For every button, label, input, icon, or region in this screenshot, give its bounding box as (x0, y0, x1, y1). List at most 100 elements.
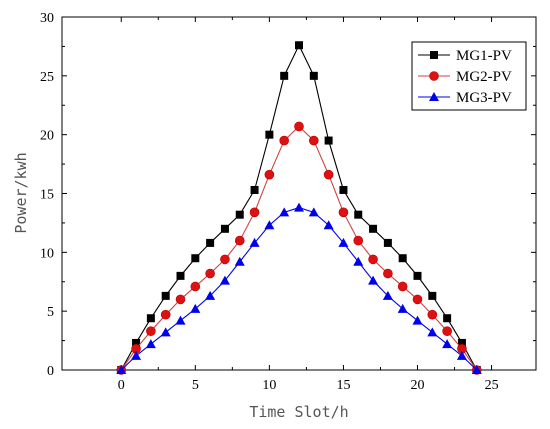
data-point (382, 290, 393, 300)
data-point (324, 136, 333, 145)
data-point (383, 268, 393, 279)
data-point (427, 309, 438, 320)
legend-item-mg3-pv: MG3-PV (418, 90, 512, 106)
legend-marker (430, 51, 438, 59)
data-point (234, 256, 245, 266)
y-tick-label: 15 (40, 188, 54, 203)
x-axis-title: Time Slot/h (249, 403, 348, 421)
data-point (205, 290, 216, 300)
data-point (309, 71, 318, 80)
data-point (145, 339, 156, 349)
data-point (175, 315, 186, 325)
data-point (412, 294, 423, 305)
data-point (398, 254, 407, 263)
data-point (397, 281, 408, 292)
data-point (280, 71, 289, 80)
legend-item-mg2-pv: MG2-PV (418, 69, 512, 85)
data-point (191, 254, 200, 263)
data-point (160, 309, 171, 320)
data-point (206, 238, 215, 247)
series-line (120, 125, 478, 371)
legend-label: MG1-PV (456, 48, 512, 64)
data-point (264, 220, 275, 230)
data-point (146, 326, 156, 336)
x-tick-label: 25 (485, 378, 499, 393)
data-point (412, 315, 423, 325)
series-mg2-pv (116, 121, 482, 375)
data-point (205, 268, 215, 279)
y-tick-label: 30 (40, 11, 54, 26)
data-point (323, 169, 334, 180)
data-point (309, 135, 319, 146)
data-point (443, 314, 452, 323)
data-point (339, 185, 348, 194)
x-tick-label: 20 (411, 378, 425, 393)
data-point (442, 339, 453, 349)
data-point (132, 338, 141, 347)
legend-marker (429, 71, 439, 81)
data-point (279, 207, 290, 217)
series-line (120, 207, 478, 371)
x-tick-label: 15 (336, 378, 350, 393)
legend-marker (429, 92, 439, 101)
data-point (369, 224, 378, 233)
data-point (456, 350, 467, 360)
data-point (354, 210, 363, 219)
data-point (116, 365, 127, 374)
data-point (176, 271, 185, 280)
axes-ticks: 0 5 10 15 20 25 0 5 10 15 20 25 30 (40, 11, 536, 393)
data-point (457, 338, 466, 347)
data-point (249, 237, 260, 247)
data-point (338, 207, 349, 218)
data-point (368, 254, 378, 265)
data-point (294, 121, 304, 132)
data-point (295, 41, 303, 50)
data-point (471, 365, 482, 374)
legend[interactable]: MG1-PV MG2-PV MG3-PV (411, 41, 527, 111)
data-point (264, 169, 275, 180)
x-tick-label: 5 (192, 378, 199, 393)
data-point (190, 281, 201, 292)
data-point (428, 291, 437, 300)
y-axis-title: Power/kwh (12, 152, 30, 233)
x-tick-label: 0 (118, 378, 125, 393)
data-point (353, 235, 364, 246)
legend-item-mg1-pv: MG1-PV (418, 48, 512, 64)
data-point (250, 185, 259, 194)
data-point (131, 350, 142, 360)
data-point (397, 303, 408, 313)
data-point (160, 327, 171, 337)
data-point (161, 291, 170, 300)
data-point (427, 327, 438, 337)
data-point (368, 275, 379, 285)
x-tick-label: 10 (262, 378, 276, 393)
data-point (413, 271, 422, 280)
series-mg1-pv (117, 41, 481, 374)
legend-label: MG3-PV (456, 90, 512, 106)
y-tick-label: 0 (47, 364, 54, 379)
data-point (220, 254, 230, 265)
series-layer (116, 41, 482, 375)
data-point (249, 207, 260, 218)
y-tick-label: 25 (40, 70, 54, 85)
legend-label: MG2-PV (456, 69, 512, 85)
data-point (279, 135, 289, 146)
data-point (265, 130, 274, 139)
data-point (175, 294, 186, 305)
data-point (190, 303, 201, 313)
data-point (323, 220, 334, 230)
y-tick-label: 10 (40, 246, 54, 261)
series-mg3-pv (116, 202, 482, 374)
data-point (234, 235, 245, 246)
data-point (146, 314, 155, 323)
data-point (219, 275, 230, 285)
data-point (220, 224, 229, 233)
data-point (353, 256, 364, 266)
y-tick-label: 20 (40, 129, 54, 144)
data-point (338, 237, 349, 247)
data-point (383, 238, 392, 247)
data-point (294, 202, 304, 212)
data-point (308, 207, 319, 217)
data-point (235, 210, 244, 219)
